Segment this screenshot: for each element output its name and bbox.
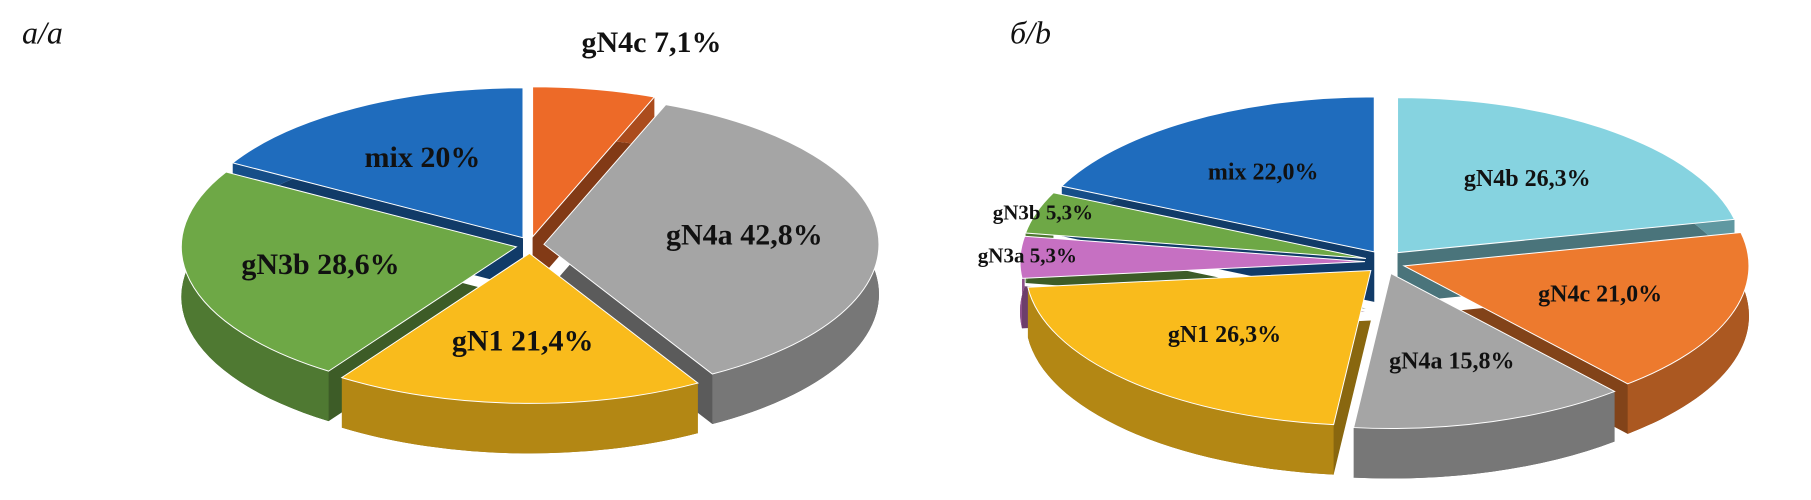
slice-top: [1027, 269, 1372, 426]
slice-top: [1402, 232, 1750, 385]
pie-chart: gN4c 7,1% gN4a 42,8% gN1 21,4% gN3b 28,6% mi…: [180, 26, 880, 454]
slice-side: [341, 377, 698, 454]
slice-top: [1060, 96, 1375, 253]
slice-top: [231, 87, 524, 239]
slice-side: [1027, 287, 1334, 475]
value-label: 21,0%: [1596, 281, 1662, 307]
slice-label: gN4a 42,8%: [666, 218, 823, 251]
category-label: gN4c: [581, 26, 646, 59]
slice-label: gN4c 21,0%: [1538, 281, 1662, 307]
category-label: gN1: [452, 324, 504, 357]
category-label: gN3a: [978, 243, 1025, 267]
slice-label: mix 20%: [365, 141, 481, 174]
value-label: 21,4%: [511, 324, 594, 357]
category-label: mix: [365, 141, 413, 174]
category-label: gN4c: [1538, 281, 1590, 307]
panel-title: а/a: [22, 14, 63, 50]
slice-label: gN4c 7,1%: [581, 26, 721, 59]
value-label: 5,3%: [1046, 201, 1093, 225]
category-label: gN3b: [993, 201, 1041, 225]
value-label: 7,1%: [654, 26, 722, 59]
slice-label: gN3b 5,3%: [993, 201, 1093, 225]
value-label: 28,6%: [317, 248, 400, 281]
slice-top: [1397, 97, 1736, 254]
slice-label: gN1 21,4%: [452, 324, 594, 357]
slice-label: gN4a 15,8%: [1389, 348, 1514, 374]
slice-label: gN3a 5,3%: [978, 243, 1077, 267]
value-label: 42,8%: [740, 218, 823, 251]
category-label: gN4b: [1464, 166, 1519, 192]
slice-top: [1024, 192, 1367, 259]
value-label: 26,3%: [1215, 322, 1281, 348]
panel-title: б/b: [1010, 14, 1051, 50]
slice-top: [1019, 235, 1366, 279]
slice-side: [1353, 391, 1615, 479]
slice-side: [181, 172, 329, 422]
pie-chart: gN4b 26,3%gN4c 21,0%gN4a 15,8%gN1 26,3%g…: [978, 96, 1750, 479]
category-label: gN4a: [666, 218, 733, 251]
value-label: 20%: [420, 141, 480, 174]
slice-label: mix 22,0%: [1208, 159, 1319, 185]
slice-top: [340, 252, 700, 404]
value-label: 5,3%: [1030, 243, 1077, 267]
value-label: 26,3%: [1525, 166, 1591, 192]
slice-top: [543, 104, 880, 375]
value-label: 22,0%: [1253, 159, 1319, 185]
slice-top: [180, 171, 518, 372]
category-label: gN4a: [1389, 348, 1442, 374]
category-label: mix: [1208, 159, 1247, 185]
slice-top: [532, 86, 656, 239]
slice-label: gN1 26,3%: [1168, 322, 1281, 348]
slice-label: gN3b 28,6%: [241, 248, 399, 281]
category-label: gN3b: [241, 248, 309, 281]
slice-top: [1353, 272, 1616, 429]
category-label: gN1: [1168, 322, 1209, 348]
slice-label: gN4b 26,3%: [1464, 166, 1591, 192]
value-label: 15,8%: [1448, 348, 1514, 374]
slice-side: [1627, 232, 1749, 434]
